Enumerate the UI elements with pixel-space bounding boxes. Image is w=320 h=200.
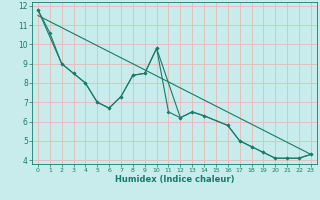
X-axis label: Humidex (Indice chaleur): Humidex (Indice chaleur) <box>115 175 234 184</box>
